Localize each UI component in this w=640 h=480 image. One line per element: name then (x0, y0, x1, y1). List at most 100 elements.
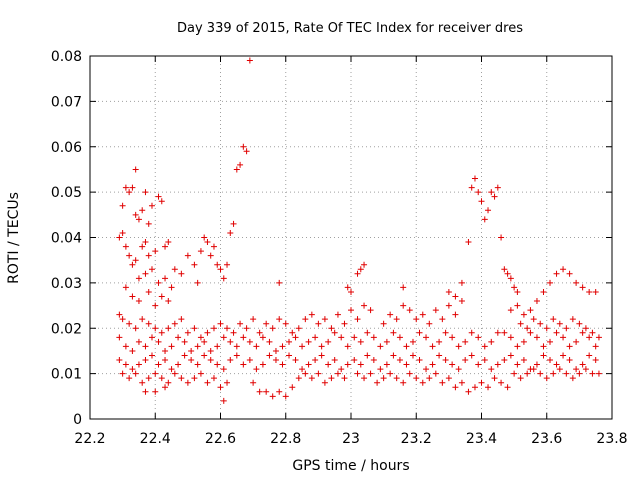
data-point (507, 275, 514, 282)
data-point (318, 343, 325, 350)
data-point (269, 325, 276, 332)
data-point (165, 325, 172, 332)
data-point (504, 270, 511, 277)
data-point (514, 288, 521, 295)
data-point (259, 361, 266, 368)
data-point (527, 307, 534, 314)
data-point (162, 357, 169, 364)
data-point (344, 284, 351, 291)
data-point (116, 357, 123, 364)
data-point (240, 361, 247, 368)
data-point (475, 361, 482, 368)
data-point (145, 320, 152, 327)
data-point (129, 293, 136, 300)
y-tick-label: 0 (73, 412, 82, 428)
data-point (305, 361, 312, 368)
data-point (204, 379, 211, 386)
data-point (573, 279, 580, 286)
data-point (409, 338, 416, 345)
data-point (576, 320, 583, 327)
data-point (468, 184, 475, 191)
data-point (556, 366, 563, 373)
data-point (168, 366, 175, 373)
data-point (592, 343, 599, 350)
data-point (367, 307, 374, 314)
data-point (175, 334, 182, 341)
data-point (543, 325, 550, 332)
data-point (530, 316, 537, 323)
data-point (325, 361, 332, 368)
data-point (491, 375, 498, 382)
data-point (462, 357, 469, 364)
data-point (201, 352, 208, 359)
data-point (524, 370, 531, 377)
data-point (321, 316, 328, 323)
data-point (452, 293, 459, 300)
data-point (416, 357, 423, 364)
data-point (514, 302, 521, 309)
data-point (582, 325, 589, 332)
data-point (547, 357, 554, 364)
data-point (152, 302, 159, 309)
data-point (338, 366, 345, 373)
data-point (445, 288, 452, 295)
y-tick-label: 0.05 (51, 185, 82, 201)
data-point (507, 352, 514, 359)
data-point (589, 329, 596, 336)
data-point (246, 57, 253, 64)
data-point (119, 370, 126, 377)
data-point (530, 366, 537, 373)
data-point (357, 338, 364, 345)
data-point (540, 288, 547, 295)
x-tick-label: 22.6 (205, 431, 236, 447)
axis-ticks: 22.2 22.4 22.6 22.8 23 23.2 23.4 23.6 23.8 0 0.01 0… (51, 49, 628, 447)
data-point (439, 316, 446, 323)
data-point (400, 302, 407, 309)
data-point (576, 370, 583, 377)
data-point (383, 338, 390, 345)
data-point (452, 384, 459, 391)
data-point (148, 352, 155, 359)
data-point (533, 298, 540, 305)
data-point (233, 343, 240, 350)
data-point (511, 284, 518, 291)
data-point (214, 343, 221, 350)
data-point (259, 334, 266, 341)
data-point (286, 352, 293, 359)
data-point (334, 311, 341, 318)
data-point (214, 261, 221, 268)
data-point (377, 343, 384, 350)
data-point (501, 329, 508, 336)
data-point (119, 316, 126, 323)
data-point (135, 361, 142, 368)
data-point (449, 361, 456, 368)
data-point (592, 288, 599, 295)
data-point (419, 311, 426, 318)
data-point (289, 384, 296, 391)
data-point (380, 320, 387, 327)
data-point (295, 325, 302, 332)
data-point (145, 220, 152, 227)
data-point (458, 298, 465, 305)
data-point (403, 343, 410, 350)
data-point (122, 284, 129, 291)
data-point (126, 252, 133, 259)
data-point (338, 334, 345, 341)
data-point (126, 375, 133, 382)
data-point (191, 325, 198, 332)
data-point (429, 361, 436, 368)
data-point (595, 334, 602, 341)
data-point (573, 366, 580, 373)
data-point (155, 338, 162, 345)
data-point (152, 370, 159, 377)
data-point (162, 275, 169, 282)
data-point (458, 379, 465, 386)
data-point (537, 370, 544, 377)
data-point (220, 275, 227, 282)
data-point (387, 370, 394, 377)
data-point (550, 316, 557, 323)
data-point (142, 189, 149, 196)
data-point (250, 379, 257, 386)
data-point (579, 284, 586, 291)
data-point (126, 320, 133, 327)
